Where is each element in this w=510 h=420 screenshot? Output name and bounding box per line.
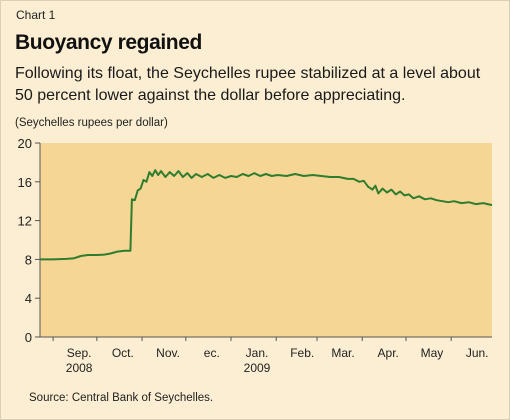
chart-title: Buoyancy regained — [15, 31, 202, 54]
x-tick-label: Jun. — [466, 346, 489, 360]
x-tick-label: Nov. — [156, 346, 180, 360]
x-tick-label: Feb. — [290, 346, 314, 360]
y-axis-unit-label: (Seychelles rupees per dollar) — [15, 117, 168, 129]
x-tick-label: ec. — [204, 346, 220, 360]
y-tick-label: 16 — [18, 175, 32, 190]
x-tick-label: Jan. — [246, 346, 269, 360]
exchange-rate-line — [40, 169, 493, 261]
x-axis: Sep.2008 Oct. Nov. ec. Jan.2009 Feb. Mar. Apr. M… — [40, 336, 492, 375]
chart-subtitle: Following its float, the Seychelles rupe… — [15, 65, 481, 104]
x-tick-label: May — [421, 346, 444, 360]
y-tick-label: 20 — [18, 136, 32, 151]
y-tick-label: 8 — [25, 252, 32, 267]
plot-area — [40, 143, 492, 337]
source-note: Source: Central Bank of Seychelles. — [29, 392, 214, 404]
x-tick-label: Oct. — [112, 346, 134, 360]
chart-number: Chart 1 — [16, 8, 56, 22]
x-tick-label: Apr. — [378, 346, 399, 360]
y-tick-label: 0 — [25, 330, 32, 345]
y-tick-label: 12 — [18, 214, 32, 229]
x-tick-label: Mar. — [331, 346, 354, 360]
x-tick-year-label: 2008 — [66, 361, 93, 375]
x-tick-year-label: 2009 — [244, 361, 271, 375]
y-axis: 0 4 8 12 16 20 — [18, 136, 41, 345]
y-tick-label: 4 — [25, 291, 32, 306]
x-tick-label: Sep. — [67, 346, 92, 360]
